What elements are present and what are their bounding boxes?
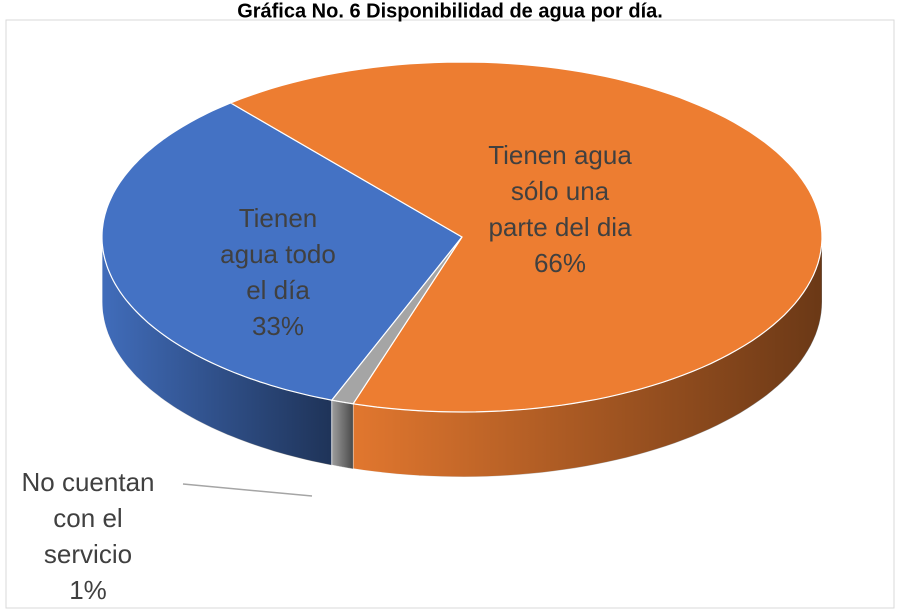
category-label: Tienen agua sólo una parte del dia (488, 140, 632, 242)
leader-line (182, 483, 313, 497)
tops (101, 61, 823, 413)
value-label: 66% (533, 248, 587, 278)
category-label: No cuentan con el servicio (21, 467, 155, 569)
slice-side-shade (331, 400, 354, 469)
data-label: Tienen agua sólo una parte del dia 66% (485, 137, 635, 281)
slice (330, 236, 463, 405)
value-label: 1% (69, 575, 107, 605)
slice (101, 102, 463, 401)
chart-title: Gráfica No. 6 Disponibilidad de agua por… (237, 0, 663, 22)
data-label: Tienen agua todo el día 33% (208, 200, 348, 344)
chart-border (5, 19, 895, 609)
slice-side-shade (353, 237, 822, 477)
category-label: Tienen agua todo el día (220, 203, 336, 305)
slice-side-shade (102, 237, 332, 466)
slice (229, 61, 823, 413)
data-label: No cuentan con el servicio 1% (8, 464, 168, 608)
value-label: 33% (251, 311, 305, 341)
